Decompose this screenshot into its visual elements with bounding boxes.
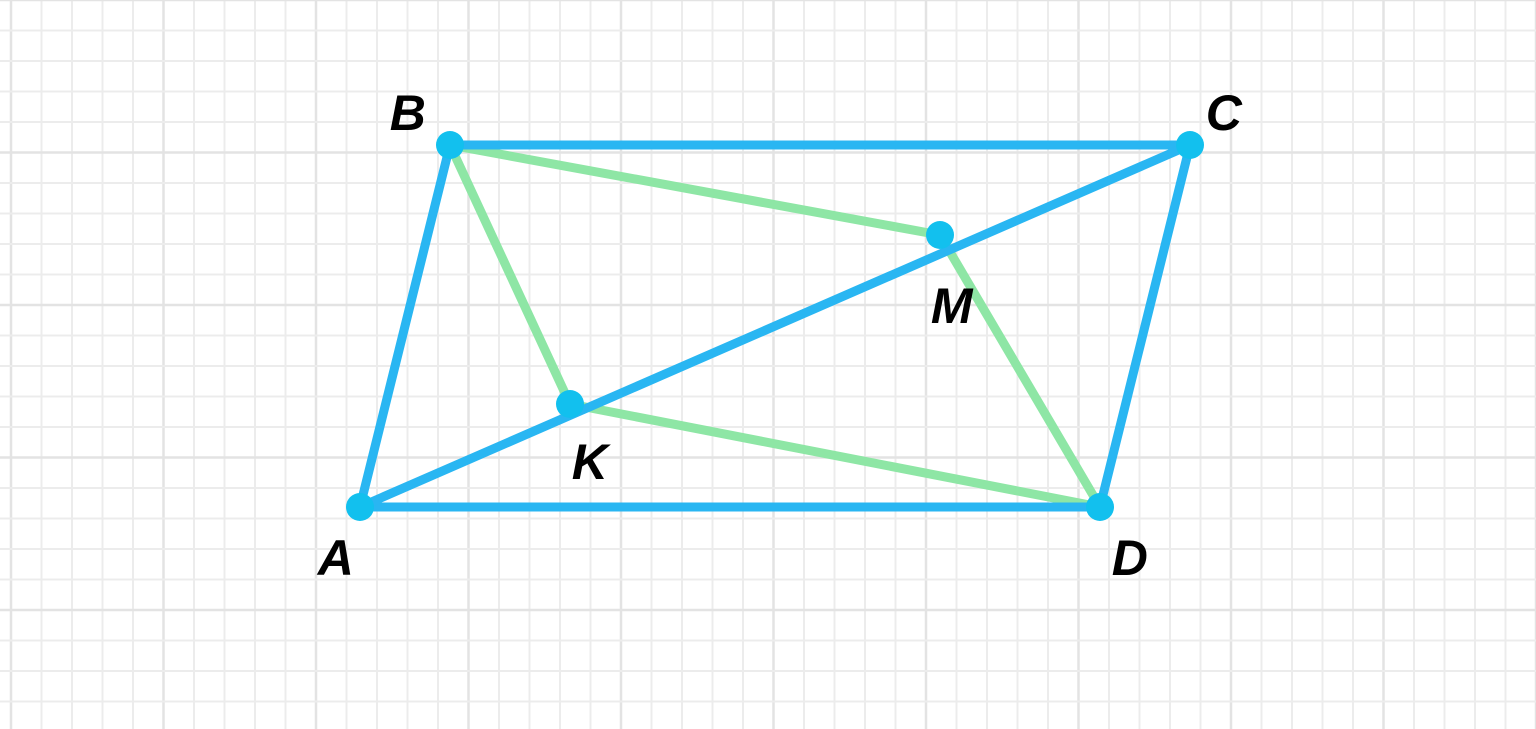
vertex-B (436, 131, 464, 159)
geometry-canvas (0, 0, 1536, 729)
vertex-A (346, 493, 374, 521)
vertex-D (1086, 493, 1114, 521)
label-M: M (931, 277, 973, 335)
label-D: D (1112, 529, 1149, 587)
label-A: A (318, 529, 355, 587)
vertex-K (556, 390, 584, 418)
label-K: K (572, 433, 609, 491)
label-C: C (1206, 84, 1243, 142)
label-B: B (390, 84, 427, 142)
vertex-C (1176, 131, 1204, 159)
vertex-M (926, 221, 954, 249)
canvas-background (0, 0, 1536, 729)
